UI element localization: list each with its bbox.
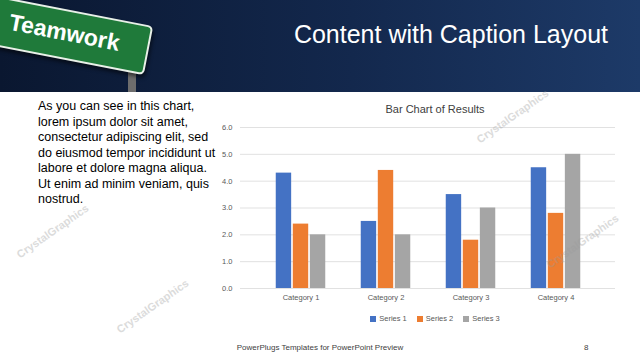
svg-text:0.0: 0.0 [222, 284, 232, 293]
html-text:PowerPlugs Templates for Power: PowerPlugs Templates for PowerPoint Prev… [236, 343, 404, 352]
svg-text:2.0: 2.0 [222, 230, 232, 239]
svg-text:5.0: 5.0 [222, 150, 232, 159]
html-text:Teamwork: Teamwork [7, 8, 122, 56]
svg-text:Category 2: Category 2 [368, 293, 405, 302]
html-text:CrystalGraphics: CrystalGraphics [544, 211, 621, 271]
html-text:As you can see in this chart,: As you can see in this chart, lorem ipsu… [38, 99, 216, 206]
svg-text:Category 4: Category 4 [538, 293, 575, 302]
html-text:CrystalGraphics: CrystalGraphics [14, 201, 91, 261]
html-text:Series 3: Series 3 [472, 314, 500, 323]
svg-text:1.0: 1.0 [222, 257, 232, 266]
svg-text:6.0: 6.0 [222, 123, 232, 132]
svg-text:Category 1: Category 1 [283, 293, 320, 302]
html-text:CrystalGraphics: CrystalGraphics [114, 276, 191, 336]
html-text:Content with Caption Layout: Content with Caption Layout [293, 20, 608, 48]
html-text:Series 1: Series 1 [379, 314, 407, 323]
html-text:8: 8 [584, 343, 589, 352]
svg-text:4.0: 4.0 [222, 177, 232, 186]
svg-text:Category 3: Category 3 [453, 293, 490, 302]
html-text:Series 2: Series 2 [425, 314, 454, 323]
svg-text:3.0: 3.0 [222, 203, 232, 212]
html-text:CrystalGraphics: CrystalGraphics [474, 86, 551, 146]
html-text:Bar Chart of Results: Bar Chart of Results [385, 103, 485, 115]
